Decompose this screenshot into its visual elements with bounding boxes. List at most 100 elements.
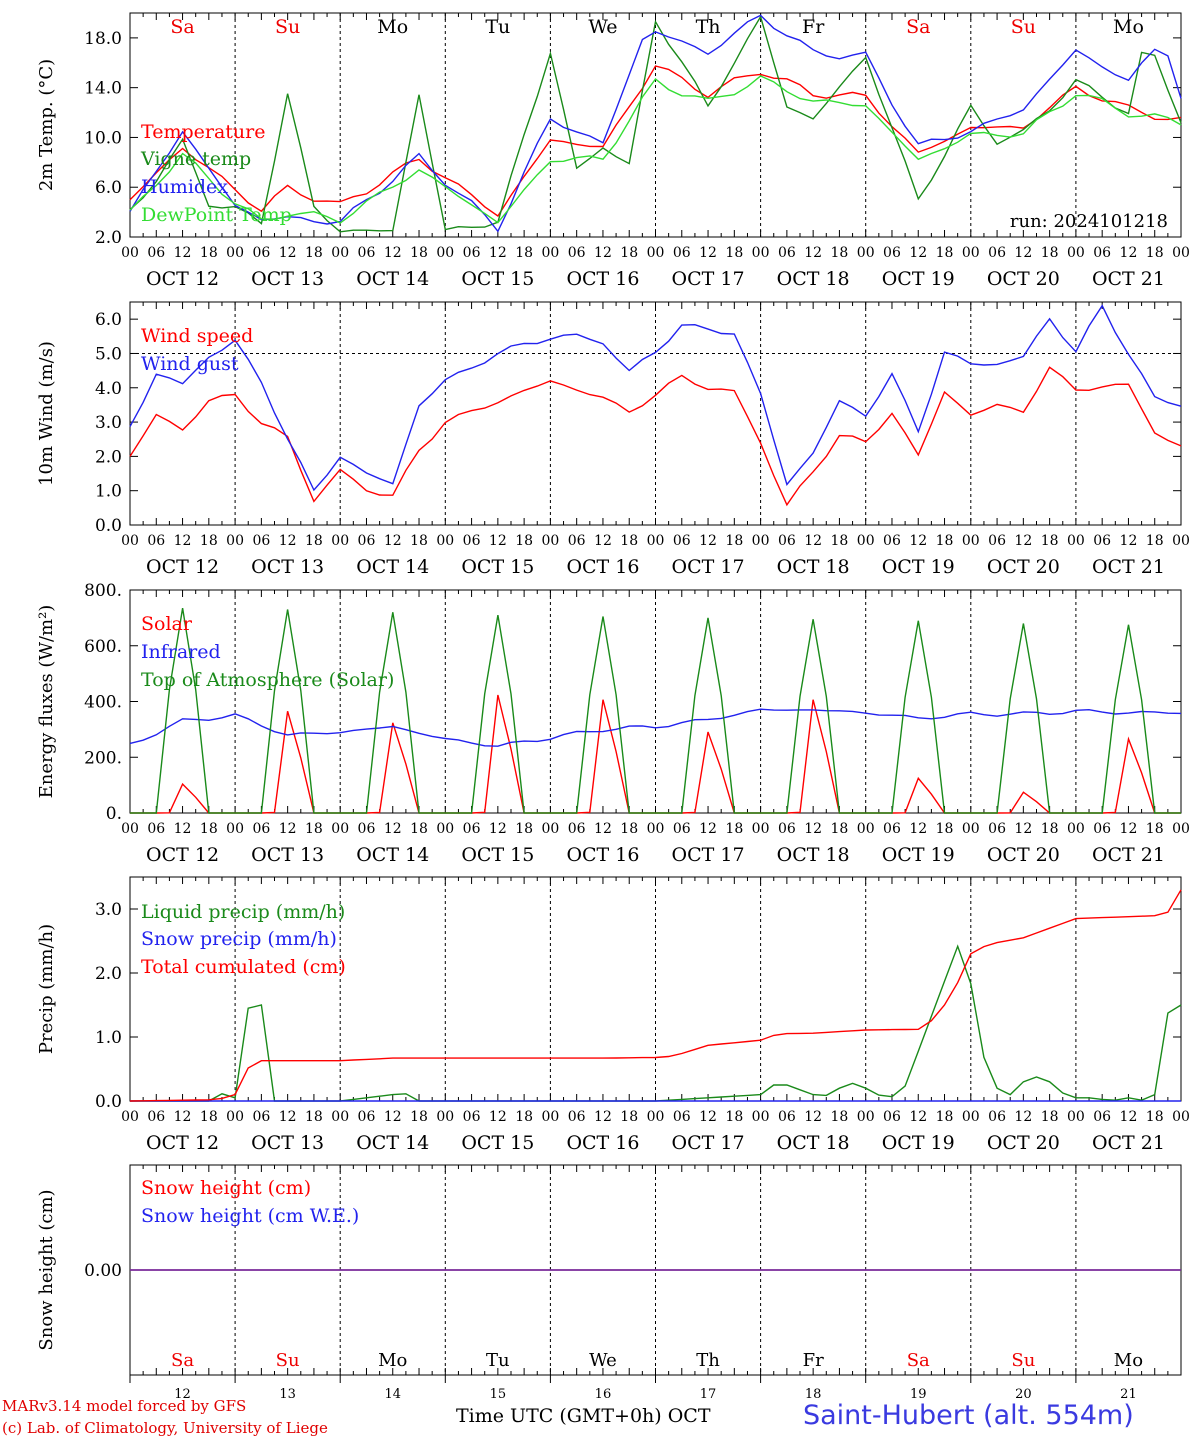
hour-label: 18 [1146,245,1164,261]
date-label: OCT 21 [1092,268,1165,290]
hour-label: 12 [1120,1109,1138,1125]
hour-label: 18 [620,821,638,837]
hour-label: 00 [436,245,454,261]
hour-label: 00 [1067,821,1085,837]
hour-label: 06 [568,533,586,549]
hour-label: 12 [699,1109,717,1125]
hour-label: 18 [936,533,954,549]
hour-label: 06 [778,821,796,837]
hour-label: 00 [541,821,559,837]
date-label: OCT 15 [461,844,534,866]
hour-label: 18 [200,245,218,261]
legend-entry: Solar [141,613,193,635]
y-tick-label: 0.00 [84,1261,122,1281]
weekday-label: We [589,1350,617,1371]
weekday-label: Mo [1114,1350,1143,1371]
hour-label: 06 [1093,1109,1111,1125]
series-line-total-cumulated-cm- [129,889,1182,1102]
date-label: OCT 17 [672,268,745,290]
day-number: 17 [700,1387,717,1402]
hour-label: 18 [305,1109,323,1125]
day-number: 15 [490,1387,507,1402]
y-tick-label: 3.0 [95,900,122,920]
hour-label: 18 [831,821,849,837]
hour-label: 00 [647,1109,665,1125]
hour-label: 12 [279,533,297,549]
hour-label: 12 [699,245,717,261]
hour-label: 00 [752,1109,770,1125]
legend-entry: Snow height (cm W.E.) [141,1205,359,1227]
y-tick-label: 3.0 [95,413,122,433]
hour-label: 12 [1014,1109,1032,1125]
hour-label: 12 [699,821,717,837]
hour-label: 06 [673,533,691,549]
hour-label: 06 [147,1109,165,1125]
hour-label: 06 [568,1109,586,1125]
hour-label: 00 [1067,1109,1085,1125]
hour-label: 12 [909,245,927,261]
run-annotation: run: 2024101218 [1010,211,1168,232]
hour-label: 18 [1041,821,1059,837]
hour-label: 06 [252,245,270,261]
hour-label: 06 [883,821,901,837]
panel-2 [129,301,1182,526]
date-label: OCT 19 [882,844,955,866]
hour-label: 18 [725,1109,743,1125]
y-tick-label: 18.0 [84,29,122,49]
weekday-label: Fr [803,1350,824,1371]
hour-label: 00 [1172,1109,1190,1125]
y-tick-label: 0.0 [95,516,122,536]
legend-entry: Temperature [141,121,265,143]
hour-label: 00 [226,1109,244,1125]
hour-label: 18 [305,245,323,261]
hour-label: 00 [436,821,454,837]
date-label: OCT 19 [882,1132,955,1154]
hour-label: 18 [515,245,533,261]
hour-label: 18 [515,1109,533,1125]
hour-label: 06 [1093,245,1111,261]
hour-label: 18 [515,533,533,549]
hour-label: 12 [279,1109,297,1125]
model-credit: MARv3.14 model forced by GFS [2,1397,247,1415]
hour-label: 12 [804,533,822,549]
hour-label: 00 [541,533,559,549]
legend-entry: DewPoint Temp [141,204,292,226]
series-line-wind-gust [129,304,1182,492]
hour-label: 06 [463,533,481,549]
date-label: OCT 13 [251,556,324,578]
legend-entry: Infrared [141,641,221,663]
hour-label: 18 [410,821,428,837]
hour-label: 18 [936,821,954,837]
y-tick-label: 2.0 [95,228,122,248]
hour-label: 06 [1093,533,1111,549]
weekday-label: Sa [171,1350,194,1371]
hour-label: 06 [988,533,1006,549]
legend-entry: Snow height (cm) [141,1177,311,1199]
day-number: 19 [910,1387,927,1402]
date-label: OCT 18 [777,1132,850,1154]
day-number: 16 [595,1387,612,1402]
hour-label: 00 [121,821,139,837]
date-label: OCT 19 [882,556,955,578]
hour-label: 18 [620,533,638,549]
date-label: OCT 21 [1092,1132,1165,1154]
hour-label: 12 [489,1109,507,1125]
hour-label: 18 [200,821,218,837]
time-axis-label: Time UTC (GMT+0h) OCT [456,1405,711,1427]
hour-label: 06 [568,821,586,837]
hour-label: 06 [778,1109,796,1125]
hour-label: 00 [752,245,770,261]
date-label: OCT 21 [1092,844,1165,866]
hour-label: 06 [1093,821,1111,837]
series-line-dewpoint-temp [129,75,1182,224]
hour-label: 18 [305,821,323,837]
weekday-label: Mo [377,16,408,38]
date-label: OCT 12 [146,1132,219,1154]
legend-entry: Total cumulated (cm) [141,956,346,978]
weekday-label: Mo [378,1350,407,1371]
hour-label: 00 [1172,533,1190,549]
hour-label: 06 [883,245,901,261]
hour-label: 12 [1014,821,1032,837]
y-tick-label: 1.0 [95,1028,122,1048]
